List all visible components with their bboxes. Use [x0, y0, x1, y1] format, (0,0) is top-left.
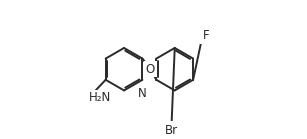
- Text: H₂N: H₂N: [89, 91, 111, 104]
- Text: F: F: [203, 29, 209, 42]
- Text: N: N: [138, 87, 147, 100]
- Text: O: O: [146, 63, 155, 76]
- Text: Br: Br: [165, 124, 178, 137]
